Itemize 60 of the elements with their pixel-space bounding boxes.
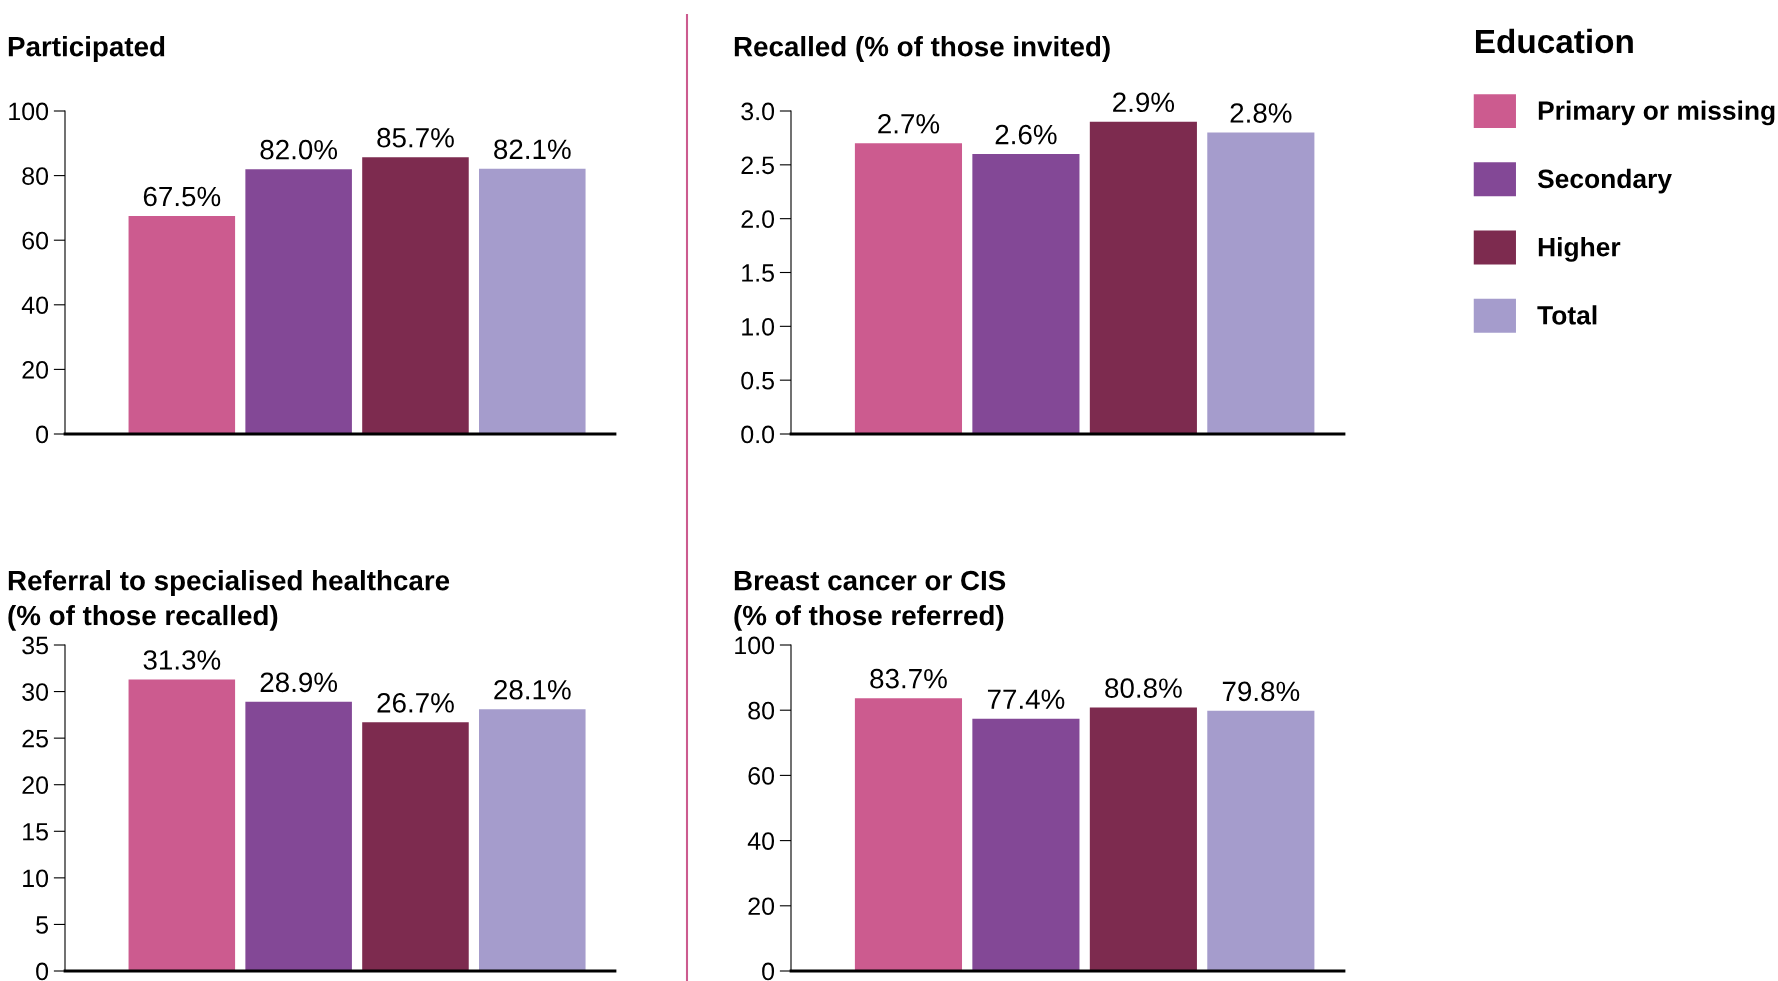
y-tick-label: 0 [36,425,49,444]
legend-label: Primary or missing [1538,100,1775,126]
chart-title: Recalled (% of those invited) [734,36,1110,62]
legend-title: Education [1475,28,1633,54]
y-tick-label: 80 [22,167,49,185]
y-tick-label: 60 [22,231,49,250]
data-label: 85.7% [377,127,454,148]
data-label: 79.8% [1222,681,1300,702]
y-tick-label: 0 [762,962,775,981]
y-tick-label: 40 [747,832,775,850]
data-label: 82.1% [494,139,571,160]
y-tick-label: 100 [9,102,49,121]
data-label: 77.4% [987,689,1065,709]
bar [362,157,469,434]
y-tick-label: 1.5 [742,264,774,282]
data-label: 26.7% [377,692,454,713]
y-tick-label: 20 [22,361,49,379]
bar [128,215,236,434]
data-label: 80.8% [1105,678,1182,698]
y-tick-label: 100 [735,636,775,655]
data-label: 2.6% [995,124,1057,145]
y-tick-label: 30 [22,683,49,701]
y-tick-label: 80 [748,701,775,720]
data-label: 2.7% [878,113,940,134]
y-tick-label: 35 [22,636,48,655]
data-label: 2.9% [1113,92,1175,113]
bar [479,709,586,971]
y-tick-label: 15 [23,823,48,841]
legend-label: Secondary [1537,168,1672,194]
data-label: 28.1% [494,679,571,700]
y-tick-label: 0 [36,962,49,981]
y-tick-label: 60 [748,767,775,785]
bar [128,679,236,971]
bar [479,168,586,434]
legend-label: Higher [1538,237,1621,262]
y-tick-label: 25 [22,729,48,748]
y-tick-label: 5 [36,916,48,934]
y-tick-label: 3.0 [741,102,775,121]
y-tick-label: 40 [21,296,49,315]
y-tick-label: 1.0 [742,317,775,336]
legend-label: Total [1537,305,1597,325]
data-label: 28.9% [260,672,338,693]
chart-title: Participated [8,36,165,62]
y-tick-label: 20 [748,897,775,916]
bar [245,169,352,434]
data-label: 2.8% [1230,103,1292,123]
y-tick-label: 0.0 [741,425,775,444]
y-tick-label: 2.5 [741,156,774,175]
bar [362,722,469,971]
chart-title: Referral to specialised healthcare (% of those recalled) [8,570,450,631]
bar [245,701,352,971]
chart-title: Breast cancer or CIS (% of those referred) [734,570,1006,631]
data-label: 83.7% [870,668,947,689]
y-tick-label: 0.5 [741,371,774,390]
data-label: 67.5% [143,186,221,207]
y-tick-label: 10 [23,869,49,888]
data-label: 31.3% [143,650,221,670]
y-tick-label: 20 [22,776,49,795]
y-tick-label: 2.0 [741,210,775,228]
data-label: 82.0% [260,139,338,160]
